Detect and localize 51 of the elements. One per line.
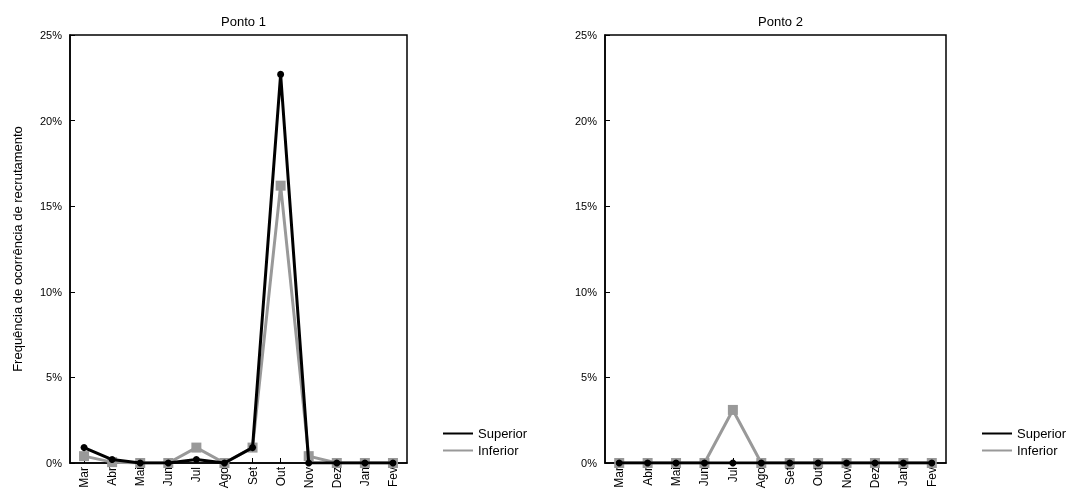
y-tick-label: 25% [39,29,63,41]
x-tick-label: Nov [301,467,316,489]
x-tick-label: Mar [612,467,627,488]
legend-label: Inferior [478,443,520,458]
x-tick-label: Ago [217,466,232,489]
y-tick-label: 15% [574,200,598,213]
point [275,180,286,191]
point [79,451,90,462]
legend-label: Superior [1017,426,1067,441]
x-tick-label: Abr [105,467,120,486]
x-tick-label: Out [273,466,288,487]
x-tick-label: Jan [357,467,372,487]
y-tick-label: 20% [574,114,598,127]
x-tick-label: Set [782,466,797,486]
x-tick-label: Fev [924,467,939,488]
y-tick-label: 5% [46,371,63,384]
y-tick-label: 10% [574,285,598,298]
x-tick-label: Set [245,466,260,486]
point [191,442,202,453]
x-tick-label: Dez [329,467,344,489]
y-axis-title: Frequência de ocorrência de recrutamento [10,126,25,372]
x-tick-label: Out [811,466,826,487]
y-tick-label: 10% [39,285,63,298]
y-tick-label: 25% [574,29,598,41]
x-tick-label: Ago [754,466,769,489]
x-tick-label: Abr [640,467,655,486]
chart-title: Ponto 1 [221,14,266,29]
point [305,459,313,467]
x-tick-label: Jul [725,467,740,483]
x-tick-label: Nov [839,467,854,489]
x-tick-label: Mai [133,467,148,487]
x-tick-label: Jun [161,467,176,487]
y-tick-label: 0% [581,457,598,469]
x-tick-label: Dez [867,467,882,489]
point [277,70,285,78]
legend-label: Inferior [1017,443,1059,458]
x-tick-label: Jul [189,467,204,483]
chart-title: Ponto 2 [758,14,803,29]
y-tick-label: 0% [46,457,63,469]
x-tick-label: Jun [697,467,712,487]
legend-label: Superior [478,426,528,441]
y-tick-label: 15% [39,200,63,213]
x-tick-label: Jan [896,467,911,487]
point [108,456,116,464]
x-tick-label: Mai [669,467,684,487]
y-tick-label: 5% [581,371,598,384]
point [192,456,200,464]
x-tick-label: Fev [385,467,400,488]
x-tick-label: Mar [77,467,92,488]
point [80,444,88,452]
y-tick-label: 20% [39,114,63,127]
